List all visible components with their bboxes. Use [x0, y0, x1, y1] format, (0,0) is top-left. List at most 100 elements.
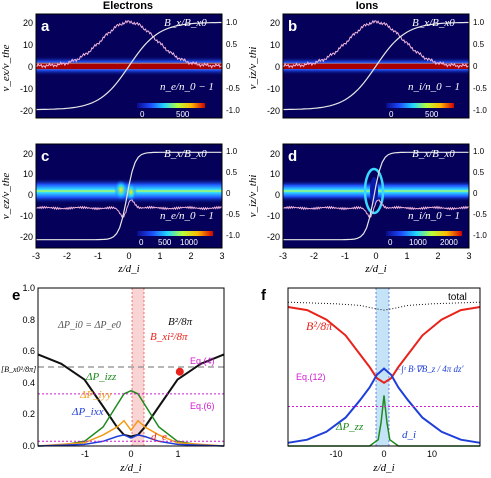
panel-d-xlabel: z/d_i	[364, 263, 386, 275]
panel-c-colorbar-mid: 500	[158, 238, 172, 247]
panel-d-loop	[363, 167, 385, 215]
panel-b-frame	[282, 13, 470, 119]
panel-b-rtick: -1.0	[473, 106, 487, 115]
panel-d-colorbar-max: 2000	[440, 238, 458, 247]
panel-e-ytick: 0.2	[22, 409, 35, 419]
panel-a-right-ticks: 1.0 0.5 0 -0.5 -1.0	[226, 18, 240, 115]
panel-e-xtick: 1	[175, 449, 180, 459]
panel-d-colorbar	[386, 231, 462, 236]
panel-a-ytick: 0	[28, 62, 33, 72]
panel-a: a B_x/B_x0 n_e/n_0 − 1 0 500 v_ex/v_the …	[0, 13, 240, 119]
panel-d-rtick: -0.5	[473, 210, 487, 219]
panel-d-letter: d	[288, 148, 297, 165]
panel-a-field-curve	[36, 21, 222, 111]
panel-e-line-p-ixx	[37, 434, 225, 447]
panel-e-label-b2: B²/8π	[168, 316, 193, 328]
panel-e-label-pyy: ΔP_iyy	[79, 389, 112, 401]
panel-f-line-p-zz	[288, 395, 480, 447]
panel-f-line-b-b-z-4-dz	[287, 367, 481, 444]
panel-d-xtick: 3	[466, 251, 471, 261]
panel-c-ytick: -20	[20, 232, 33, 242]
panel-c-rtick: 0.5	[226, 168, 238, 177]
panel-f-frame	[287, 287, 481, 447]
panel-a-density-label: n_e/n_0 − 1	[160, 81, 214, 93]
panel-a-rtick: -1.0	[226, 106, 240, 115]
panel-d-ylabel: v_iz/v_thi	[247, 175, 259, 218]
panel-d-rtick: -1.0	[473, 231, 487, 240]
panel-d-ytick: 0	[275, 190, 280, 200]
panel-e-ytick: 1.0	[22, 283, 35, 293]
panel-f-series	[287, 301, 481, 447]
panel-e-series	[37, 353, 225, 447]
panel-d-xtick: 1	[404, 251, 409, 261]
panel-d-ytick: -20	[267, 232, 280, 242]
panel-c-field-curve	[36, 151, 222, 241]
panel-a-rtick: -0.5	[226, 84, 240, 93]
panel-c-xtick: -1	[94, 251, 102, 261]
panel-c-xtick: 0	[126, 251, 131, 261]
panel-f-label-integral: −∫ᶻ B·∇B_z / 4π dz′	[395, 364, 464, 375]
panel-b-ytick: 10	[270, 40, 280, 50]
panel-c-density-label: n_e/n_0 − 1	[160, 210, 214, 222]
panel-d-xtick: -2	[310, 251, 318, 261]
panel-e-label-bxi: B_xi²/8π	[150, 331, 188, 343]
panel-b-ytick: -20	[267, 106, 280, 116]
panel-b-ytick: -10	[267, 84, 280, 94]
panel-f-label-pzz: ΔP_zz	[335, 421, 364, 433]
panel-c-xtick: 3	[219, 251, 224, 261]
panel-c-colorbar-max: 1000	[180, 238, 198, 247]
panel-c-density-curve	[35, 199, 223, 218]
panel-e-ytick: 0.6	[22, 346, 35, 356]
panel-e-yticks: 1.0 0.8 0.6 0.4 0.2 0.0	[22, 283, 35, 451]
panel-a-yticks: 20 10 0 -10 -20	[20, 18, 33, 116]
panel-b-density-curve	[282, 19, 470, 69]
panel-c-frame	[35, 143, 223, 249]
panel-b: b B_x/B_x0 n_i/n_0 − 1 0 500 v_iz/v_thi …	[247, 13, 487, 119]
panel-f-line-total	[287, 301, 481, 311]
panel-c-xtick: -3	[32, 251, 40, 261]
panel-e-xticks: -1 0 1	[81, 449, 181, 459]
panel-d-xtick: 0	[373, 251, 378, 261]
panel-b-right-ticks: 1.0 0.5 0 -0.5 -1.0	[473, 18, 487, 115]
panel-e-line-b-8	[37, 353, 225, 438]
panel-e-ytick: 0.0	[22, 441, 35, 451]
panel-f-line-b-8	[287, 306, 481, 384]
panel-c-xticks: -3 -2 -1 0 1 2 3	[32, 251, 225, 261]
panel-d-frame	[282, 143, 470, 249]
panel-f-label-total: total	[448, 292, 467, 303]
panel-c-field-label: B_x/B_x0	[164, 148, 207, 160]
panel-d-right-ticks: 1.0 0.5 0 -0.5 -1.0	[473, 147, 487, 240]
panel-a-colorbar-max: 500	[176, 110, 190, 119]
panel-c-rtick: 0	[226, 189, 231, 198]
panel-c: c B_x/B_x0 n_e/n_0 − 1 0 500 1000 v_ez/v…	[0, 143, 240, 275]
panel-c-hotspot	[114, 180, 128, 200]
panel-c-xtick: -2	[63, 251, 71, 261]
panel-d-yticks: 20 10 0 -10 -20	[267, 149, 280, 242]
panel-a-density-curve	[35, 19, 223, 69]
panel-d-ytick: 20	[270, 149, 280, 159]
panel-e-line-p-izz	[37, 389, 225, 447]
panel-d-ytick: 10	[270, 169, 280, 179]
panel-c-ylabel: v_ez/v_the	[0, 173, 12, 220]
panel-a-frame	[35, 13, 223, 119]
panel-e-ylabel: [B_x0²/8π]	[1, 365, 36, 374]
panel-a-ytick: -10	[20, 84, 33, 94]
panel-e-letter: e	[12, 287, 20, 304]
panel-f-xtick: -10	[329, 449, 342, 459]
panel-f-letter: f	[261, 287, 267, 304]
panel-a-ylabel: v_ex/v_the	[0, 44, 12, 91]
panel-b-field-label: B_x/B_x0	[412, 17, 455, 29]
panel-b-rtick: -0.5	[473, 84, 487, 93]
panel-c-xlabel: z/d_i	[117, 263, 139, 275]
panel-b-letter: b	[288, 18, 297, 35]
panel-b-rtick: 1.0	[473, 18, 485, 27]
panel-d-colorbar-mid: 1000	[409, 238, 427, 247]
panel-a-letter: a	[41, 18, 50, 35]
panel-f-label-di: d_i	[402, 429, 416, 441]
panel-b-rtick: 0	[473, 62, 478, 71]
panel-d: d B_x/B_x0 n_i/n_0 − 1 0 1000 2000 v_iz/…	[247, 143, 487, 275]
panel-f: f -10 0 10 z/d_i total B²/8π −∫ᶻ B·∇B_z …	[261, 287, 481, 474]
panel-b-yticks: 20 10 0 -10 -20	[267, 18, 280, 116]
panel-d-rtick: 0	[473, 189, 478, 198]
panel-e-label-eq4: Eq.(4)	[190, 356, 215, 366]
